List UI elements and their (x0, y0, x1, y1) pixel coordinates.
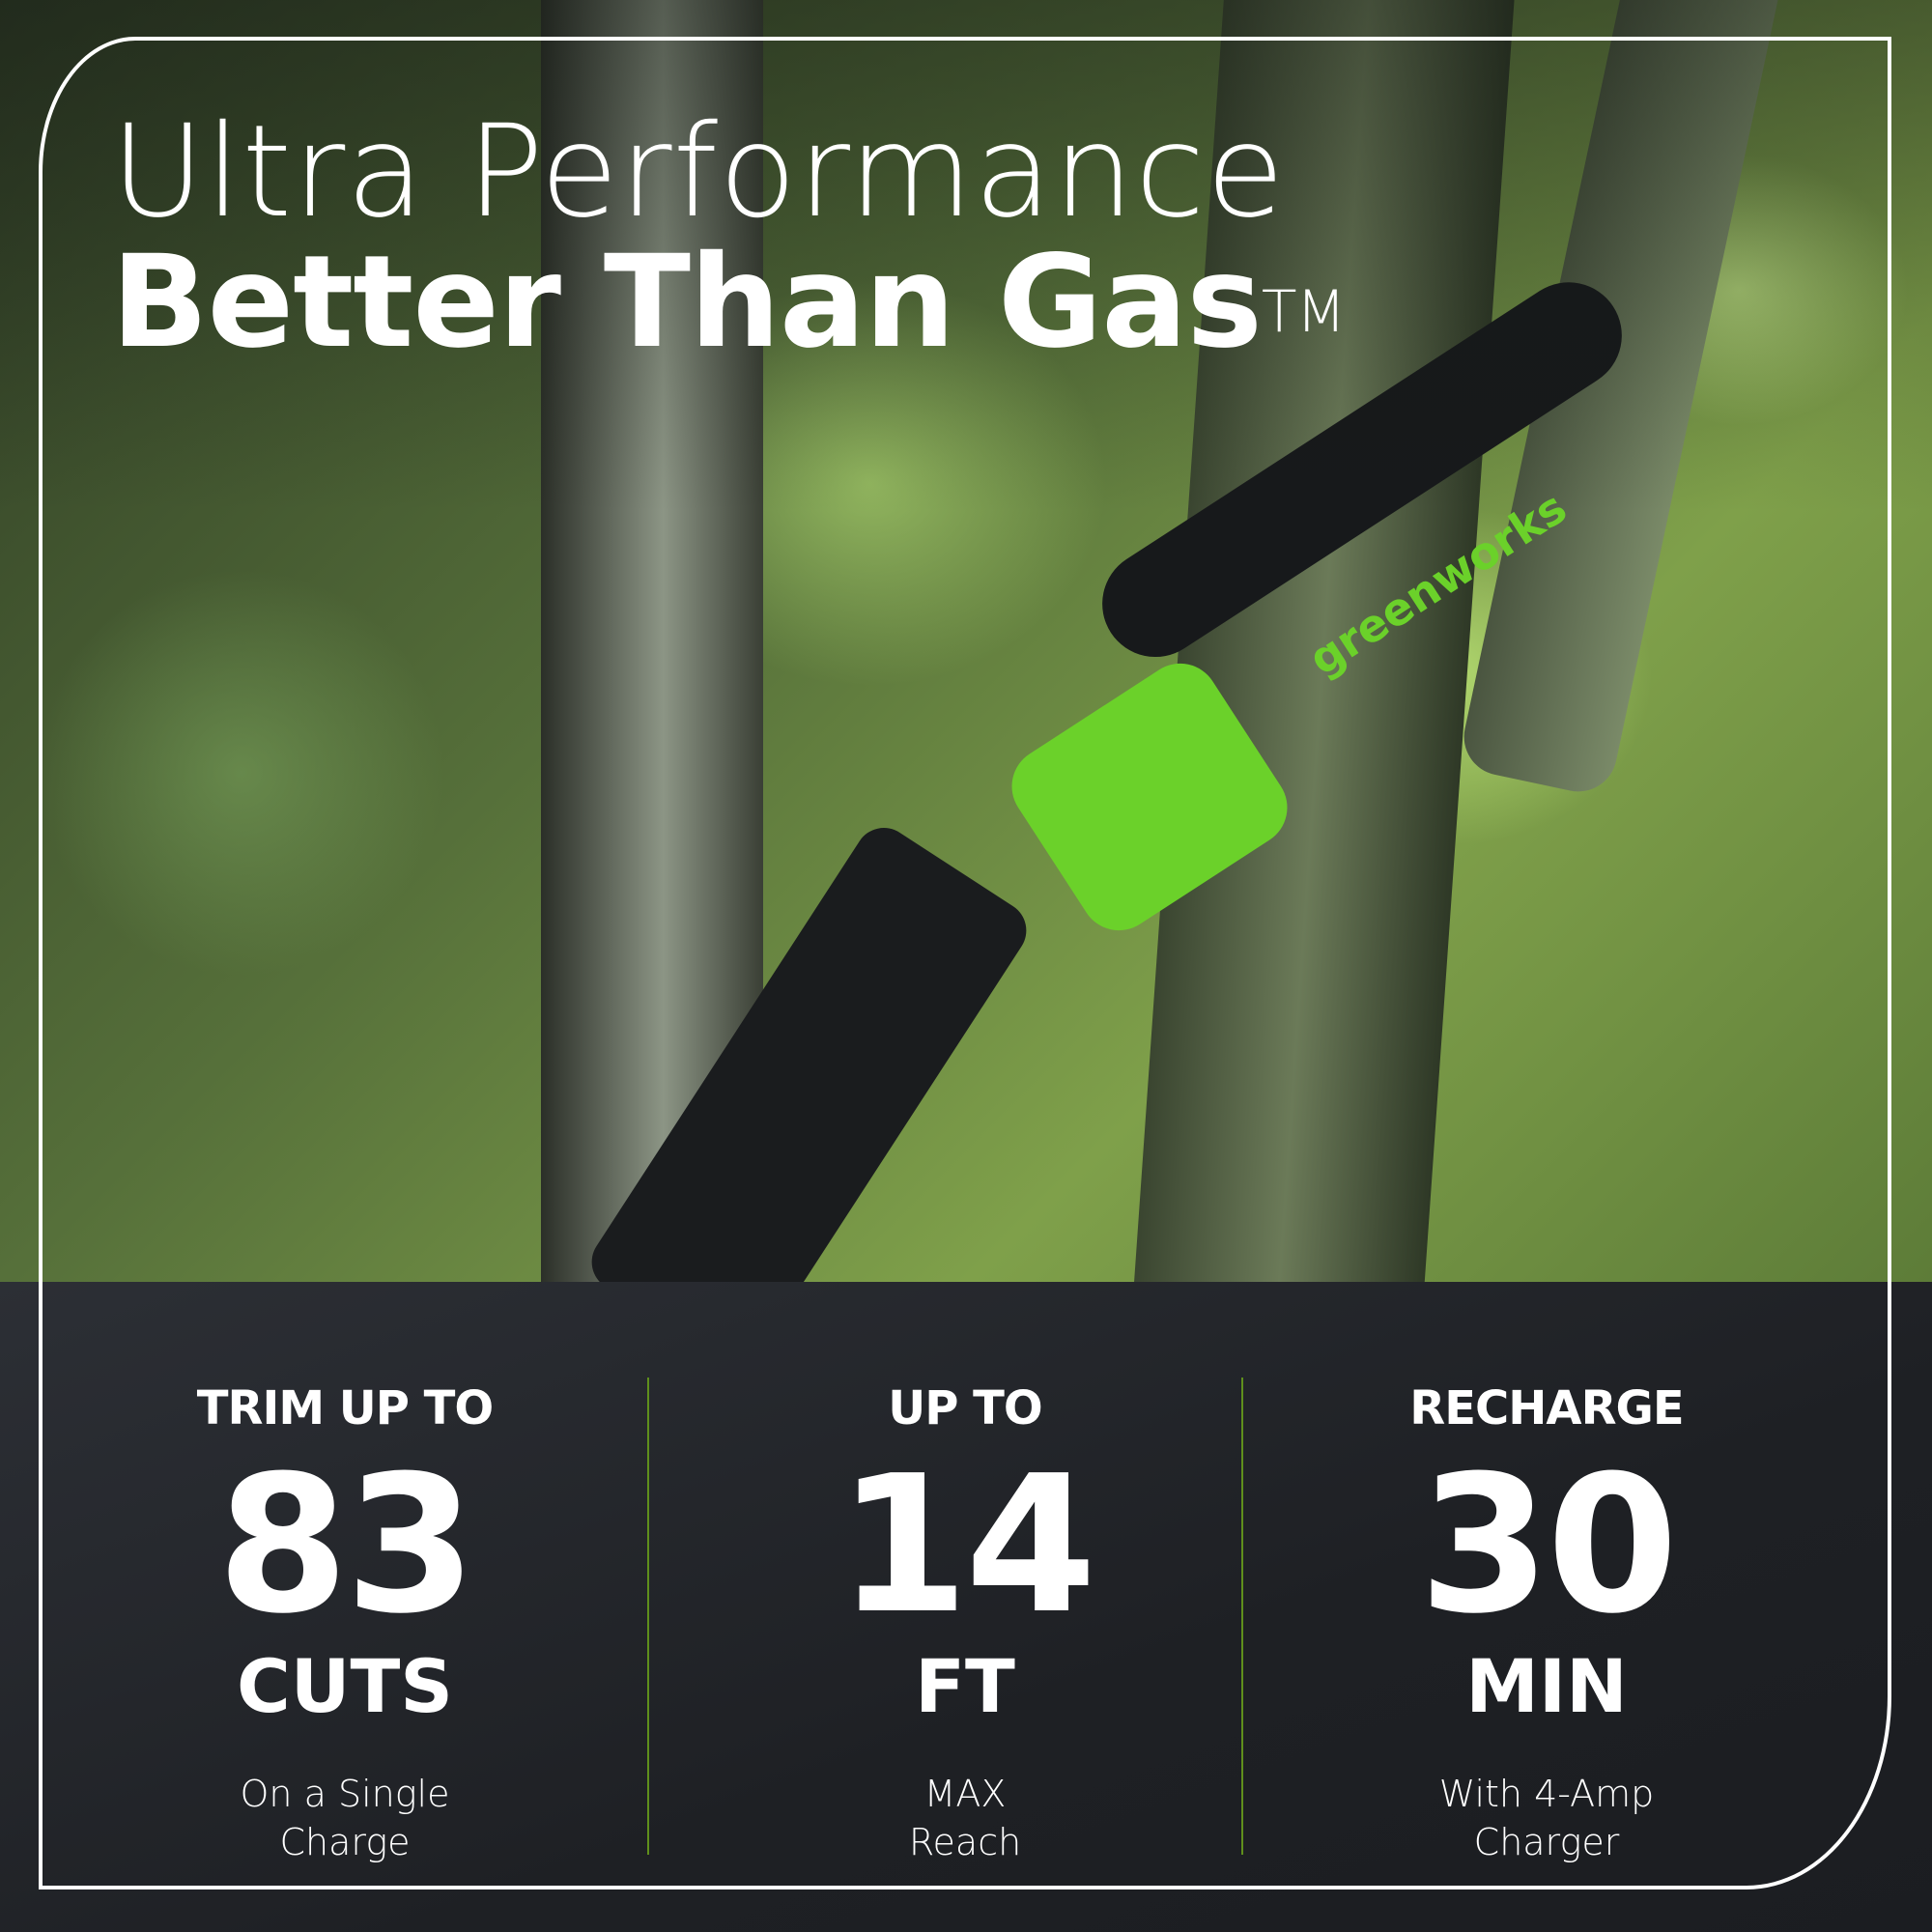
headline-line2: Better Than GasTM (111, 239, 1346, 366)
stat-description-line: Charge (279, 1821, 411, 1863)
stat-description-line: With 4-Amp (1438, 1773, 1655, 1815)
stat-description: On a Single Charge (74, 1770, 615, 1866)
stat-value: 30 (1418, 1435, 1679, 1656)
photo-shade (0, 0, 1932, 1282)
stat-unit: MIN (1465, 1643, 1628, 1729)
stat-label: RECHARGE (1409, 1381, 1684, 1435)
stat-description: With 4-Amp Charger (1276, 1770, 1817, 1866)
stat-cuts: TRIM UP TO 83 CUTS On a Single Charge (74, 1381, 615, 1866)
column-divider (647, 1378, 649, 1855)
stat-description-line: Reach (908, 1821, 1022, 1863)
headline-line1: Ultra Performance (111, 98, 1286, 246)
stat-reach: UP TO 14 FT MAX Reach (695, 1381, 1236, 1866)
stat-description-line: MAX (923, 1773, 1007, 1815)
stat-unit: CUTS (236, 1643, 454, 1729)
stat-description-line: Charger (1473, 1821, 1620, 1863)
stat-description-line: On a Single (240, 1773, 450, 1815)
stat-description: MAX Reach (695, 1770, 1236, 1866)
trademark: TM (1261, 278, 1346, 346)
stat-value: 14 (837, 1435, 1097, 1656)
stat-recharge: RECHARGE 30 MIN With 4-Amp Charger (1276, 1381, 1817, 1866)
stat-unit: FT (915, 1643, 1015, 1729)
column-divider (1241, 1378, 1243, 1855)
headline: Ultra Performance Better Than GasTM (111, 98, 1346, 366)
stat-label: UP TO (888, 1381, 1042, 1435)
stats-panel (0, 1282, 1932, 1932)
stat-value: 83 (216, 1435, 477, 1656)
stat-label: TRIM UP TO (196, 1381, 494, 1435)
hero-photo: greenworks (0, 0, 1932, 1282)
headline-line2-text: Better Than Gas (111, 228, 1263, 377)
